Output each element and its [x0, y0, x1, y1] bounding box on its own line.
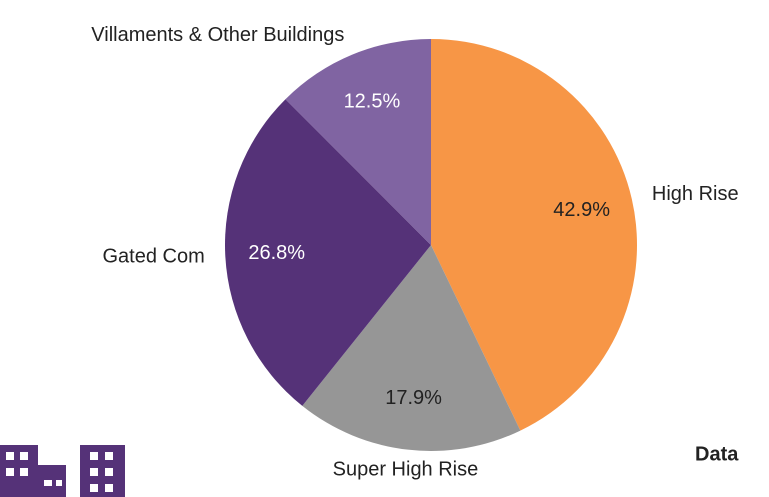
building-icon	[0, 445, 125, 497]
value-label: 12.5%	[344, 91, 401, 113]
caption: Data	[695, 443, 739, 465]
value-label: 42.9%	[553, 199, 610, 221]
category-label: Villaments & Other Buildings	[91, 24, 344, 46]
value-label: 26.8%	[248, 242, 305, 264]
pie-slice	[431, 38, 638, 431]
category-label: Super High Rise	[333, 458, 479, 480]
pie-slice	[225, 99, 431, 406]
value-label: 17.9%	[385, 387, 442, 409]
pie-slice	[302, 245, 521, 451]
category-label: Gated Com	[102, 246, 204, 268]
category-label: High Rise	[652, 183, 739, 205]
pie-slice	[285, 38, 431, 245]
